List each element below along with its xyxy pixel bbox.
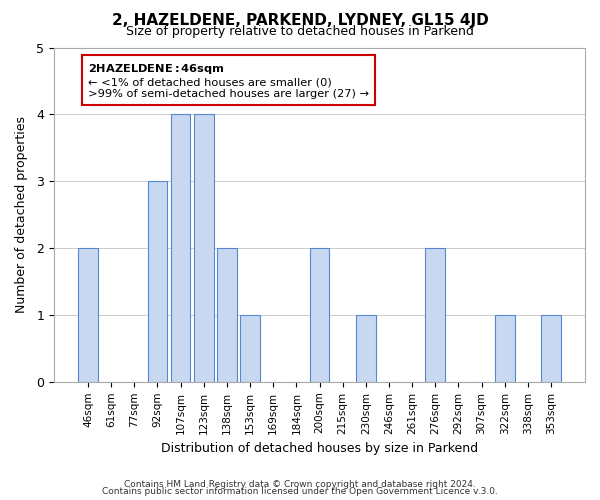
Bar (78, 248, 98, 382)
Bar (240, 315, 260, 382)
Bar (541, 315, 561, 382)
Bar (148, 181, 167, 382)
Bar (217, 248, 237, 382)
Text: Contains HM Land Registry data © Crown copyright and database right 2024.: Contains HM Land Registry data © Crown c… (124, 480, 476, 489)
Text: $\bf{2 HAZELDENE: 46sqm}$
← <1% of detached houses are smaller (0)
>99% of semi-: $\bf{2 HAZELDENE: 46sqm}$ ← <1% of detac… (88, 62, 369, 100)
Bar (171, 114, 190, 382)
Text: 2, HAZELDENE, PARKEND, LYDNEY, GL15 4JD: 2, HAZELDENE, PARKEND, LYDNEY, GL15 4JD (112, 12, 488, 28)
Y-axis label: Number of detached properties: Number of detached properties (15, 116, 28, 313)
X-axis label: Distribution of detached houses by size in Parkend: Distribution of detached houses by size … (161, 442, 478, 455)
Bar (495, 315, 515, 382)
Bar (356, 315, 376, 382)
Bar (194, 114, 214, 382)
Bar (425, 248, 445, 382)
Bar (310, 248, 329, 382)
Text: Contains public sector information licensed under the Open Government Licence v.: Contains public sector information licen… (102, 487, 498, 496)
Text: Size of property relative to detached houses in Parkend: Size of property relative to detached ho… (126, 25, 474, 38)
